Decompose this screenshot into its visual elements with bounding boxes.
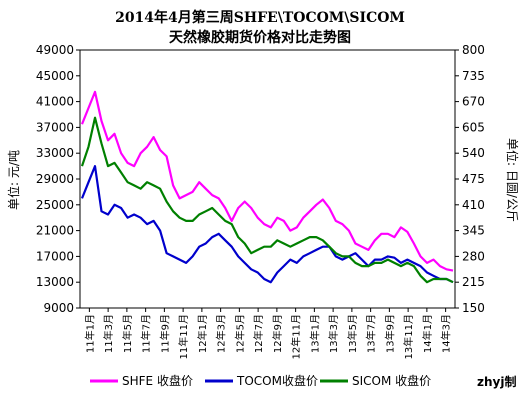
x-tick-label: 12年3月 [215, 314, 228, 353]
left-tick-label: 13000 [36, 275, 74, 289]
x-tick-label: 13年11月 [402, 314, 415, 359]
x-tick-label: 11年11月 [177, 314, 190, 359]
x-tick-label: 11年7月 [140, 314, 153, 353]
right-tick-label: 605 [462, 120, 485, 134]
left-axis-ticks: 49000 45000 41000 37000 33000 29000 25000 21000… [36, 43, 80, 315]
left-tick-label: 45000 [36, 69, 74, 83]
right-tick-label: 215 [462, 275, 485, 289]
right-tick-label: 670 [462, 95, 485, 109]
right-tick-label: 280 [462, 249, 485, 263]
chart-title: 2014年4月第三周SHFE\TOCOM\SICOM [115, 9, 405, 26]
x-tick-label: 11年9月 [158, 314, 171, 353]
x-tick-label: 13年5月 [346, 314, 359, 353]
series-line-1 [80, 90, 454, 272]
chart-subtitle: 天然橡胶期货价格对比走势图 [169, 29, 351, 46]
x-tick-label: 13年9月 [383, 314, 396, 353]
x-tick-label: 12年11月 [290, 314, 303, 359]
series-line-2 [80, 165, 454, 284]
x-tick-label: 13年1月 [308, 314, 321, 353]
x-tick-label: 11年5月 [121, 314, 134, 353]
x-tick-label: 12年9月 [271, 314, 284, 353]
left-tick-label: 37000 [36, 120, 74, 134]
right-tick-label: 735 [462, 69, 485, 83]
left-axis-label: 单位: 元/吨 [6, 150, 21, 210]
plot-border [79, 49, 456, 309]
right-tick-label: 540 [462, 146, 485, 160]
right-tick-label: 800 [462, 43, 485, 57]
x-tick-label: 12年1月 [196, 314, 209, 353]
x-tick-label: 12年7月 [252, 314, 265, 353]
x-tick-label: 13年3月 [327, 314, 340, 353]
left-tick-label: 41000 [36, 95, 74, 109]
legend-label: SICOM 收盘价 [352, 373, 431, 388]
left-tick-label: 29000 [36, 172, 74, 186]
right-axis-label: 单位: 日圆/公斤 [505, 138, 520, 222]
credit-text: zhyj制 [477, 374, 516, 389]
series-line-3 [80, 116, 454, 284]
plot-area [79, 49, 456, 309]
x-tick-label: 11年1月 [83, 314, 96, 353]
legend-label: TOCOM收盘价 [236, 373, 318, 388]
x-tick-label: 13年7月 [365, 314, 378, 353]
x-tick-label: 11年3月 [102, 314, 115, 353]
right-tick-label: 410 [462, 198, 485, 212]
left-tick-label: 9000 [43, 301, 74, 315]
left-tick-label: 33000 [36, 146, 74, 160]
legend-label: SHFE 收盘价 [122, 373, 193, 388]
left-tick-label: 49000 [36, 43, 74, 57]
legend: SHFE 收盘价 TOCOM收盘价 SICOM 收盘价 [90, 373, 431, 388]
x-tick-label: 14年1月 [421, 314, 434, 353]
left-tick-label: 17000 [36, 249, 74, 263]
left-tick-label: 25000 [36, 198, 74, 212]
x-axis-ticks: 11年1月 11年3月 11年5月 11年7月 11年9月 11年11月 12年1月 12年3… [83, 308, 453, 359]
right-tick-label: 475 [462, 172, 485, 186]
right-tick-label: 345 [462, 224, 485, 238]
right-axis-ticks: 800 735 670 605 540 475 410 345 280 215 150 [455, 43, 485, 315]
series-lines [80, 90, 454, 284]
x-tick-label: 14年3月 [440, 314, 453, 353]
x-tick-label: 12年5月 [233, 314, 246, 353]
right-tick-label: 150 [462, 301, 485, 315]
left-tick-label: 21000 [36, 224, 74, 238]
